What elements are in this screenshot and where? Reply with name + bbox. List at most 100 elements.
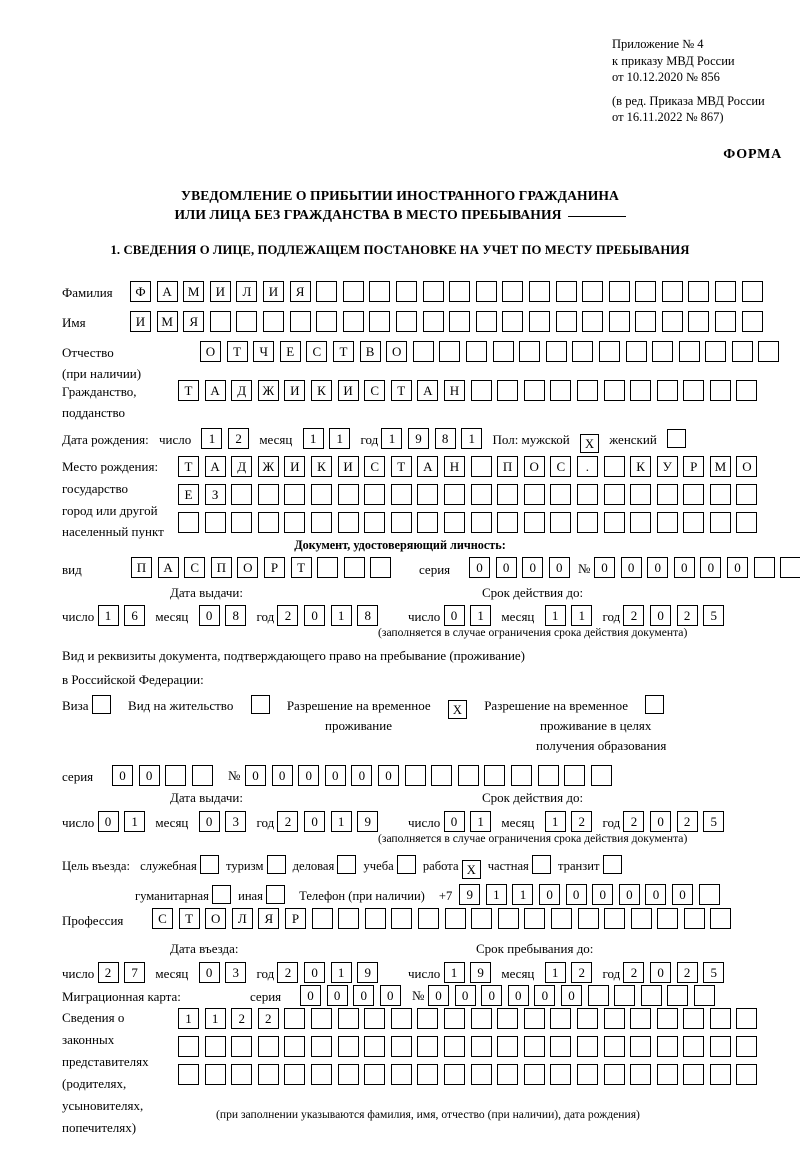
char-cell[interactable] <box>709 484 731 505</box>
char-cell[interactable] <box>688 311 710 332</box>
char-cell[interactable] <box>257 1064 279 1085</box>
char-cell[interactable] <box>715 281 737 302</box>
char-cell[interactable] <box>614 985 636 1006</box>
char-cell[interactable] <box>683 512 705 533</box>
char-cell[interactable]: 0 <box>245 765 266 786</box>
char-cell[interactable] <box>497 1036 519 1057</box>
char-cell[interactable] <box>310 1064 332 1085</box>
char-cell[interactable] <box>257 484 279 505</box>
char-cell[interactable]: И <box>337 380 359 401</box>
char-cell[interactable] <box>736 484 758 505</box>
char-cell[interactable]: 1 <box>178 1008 199 1029</box>
char-cell[interactable] <box>465 341 487 362</box>
char-cell[interactable] <box>524 908 546 929</box>
char-cell[interactable]: 0 <box>353 985 375 1006</box>
char-cell[interactable] <box>470 1008 492 1029</box>
char-cell[interactable] <box>471 908 493 929</box>
char-cell[interactable]: 0 <box>618 884 640 905</box>
char-cell[interactable]: 1 <box>461 428 483 449</box>
char-cell[interactable]: 0 <box>650 605 672 626</box>
char-cell[interactable] <box>550 1036 572 1057</box>
char-cell[interactable]: 0 <box>673 557 695 578</box>
char-cell[interactable] <box>550 1064 572 1085</box>
char-cell[interactable] <box>528 281 550 302</box>
char-cell[interactable] <box>550 908 572 929</box>
char-cell[interactable]: 0 <box>495 557 517 578</box>
birthplace-row-3-input[interactable] <box>178 512 758 533</box>
char-cell[interactable]: 0 <box>469 557 490 578</box>
char-cell[interactable] <box>497 908 519 929</box>
char-cell[interactable] <box>582 281 604 302</box>
char-cell[interactable] <box>576 380 598 401</box>
char-cell[interactable]: 0 <box>620 557 642 578</box>
char-cell[interactable]: Ф <box>130 281 151 302</box>
char-cell[interactable] <box>667 985 689 1006</box>
char-cell[interactable]: 1 <box>544 962 566 983</box>
char-cell[interactable] <box>337 1008 359 1029</box>
char-cell[interactable]: Т <box>390 380 412 401</box>
char-cell[interactable]: Д <box>231 456 253 477</box>
char-cell[interactable] <box>523 1064 545 1085</box>
sex-male-checkbox[interactable]: X <box>580 434 599 453</box>
char-cell[interactable]: 0 <box>650 962 672 983</box>
char-cell[interactable] <box>497 484 519 505</box>
char-cell[interactable] <box>204 1064 226 1085</box>
char-cell[interactable] <box>470 1036 492 1057</box>
char-cell[interactable]: 0 <box>198 962 220 983</box>
char-cell[interactable] <box>693 985 715 1006</box>
char-cell[interactable]: С <box>550 456 572 477</box>
char-cell[interactable]: С <box>184 557 206 578</box>
char-cell[interactable]: Я <box>183 311 205 332</box>
char-cell[interactable] <box>443 512 465 533</box>
char-cell[interactable] <box>550 380 572 401</box>
char-cell[interactable]: 0 <box>534 985 556 1006</box>
char-cell[interactable] <box>449 311 471 332</box>
char-cell[interactable] <box>412 341 434 362</box>
char-cell[interactable]: 0 <box>304 605 326 626</box>
char-cell[interactable]: 2 <box>257 1008 279 1029</box>
char-cell[interactable] <box>342 311 364 332</box>
char-cell[interactable] <box>576 484 598 505</box>
char-cell[interactable] <box>364 1064 386 1085</box>
char-cell[interactable] <box>204 512 226 533</box>
char-cell[interactable] <box>191 765 213 786</box>
char-cell[interactable] <box>715 311 737 332</box>
char-cell[interactable] <box>417 1064 439 1085</box>
char-cell[interactable] <box>231 1036 253 1057</box>
char-cell[interactable]: А <box>156 281 178 302</box>
char-cell[interactable]: Т <box>178 380 199 401</box>
char-cell[interactable]: Т <box>178 908 200 929</box>
char-cell[interactable] <box>709 380 731 401</box>
char-cell[interactable]: 0 <box>271 765 293 786</box>
char-cell[interactable] <box>310 1008 332 1029</box>
char-cell[interactable]: Я <box>289 281 311 302</box>
char-cell[interactable]: Д <box>231 380 253 401</box>
char-cell[interactable]: Н <box>443 456 465 477</box>
char-cell[interactable] <box>635 281 657 302</box>
char-cell[interactable] <box>492 341 514 362</box>
purpose-option-checkbox-5[interactable] <box>532 855 551 874</box>
char-cell[interactable]: 2 <box>97 962 119 983</box>
char-cell[interactable]: 5 <box>703 605 725 626</box>
char-cell[interactable] <box>510 765 532 786</box>
char-cell[interactable] <box>284 484 306 505</box>
char-cell[interactable] <box>284 1036 306 1057</box>
char-cell[interactable]: Т <box>332 341 354 362</box>
purpose-option-checkbox-6[interactable] <box>602 855 622 874</box>
char-cell[interactable]: 1 <box>485 884 507 905</box>
char-cell[interactable] <box>537 765 559 786</box>
char-cell[interactable] <box>470 456 492 477</box>
char-cell[interactable]: У <box>656 456 678 477</box>
char-cell[interactable] <box>497 512 519 533</box>
char-cell[interactable] <box>284 512 306 533</box>
char-cell[interactable]: 0 <box>481 985 503 1006</box>
char-cell[interactable]: 0 <box>298 765 320 786</box>
char-cell[interactable] <box>608 281 630 302</box>
char-cell[interactable]: 9 <box>357 811 379 832</box>
